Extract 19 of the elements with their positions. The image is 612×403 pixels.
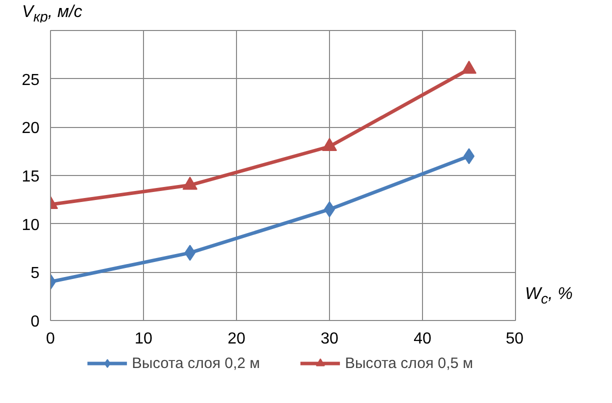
legend-label: Высота слоя 0,5 м [345, 354, 474, 372]
point [322, 138, 337, 152]
x-axis-title: W$_{с}$, % [525, 283, 573, 310]
x-tick-label: 40 [414, 330, 432, 348]
x-tick-label: 10 [134, 330, 152, 348]
y-axis-title: V$_{кр}$, м/с [22, 1, 82, 28]
y-tick-label: 20 [22, 120, 40, 138]
x-tick-label: 30 [320, 330, 338, 348]
y-tick-label: 0 [30, 314, 40, 330]
x-tick-label: 0 [46, 330, 56, 348]
y-tick-label: 10 [22, 216, 40, 234]
y-tick-label: 5 [30, 265, 40, 282]
legend-label: Высота слоя 0,2 м [132, 354, 260, 372]
y-tick-label: 25 [22, 72, 40, 89]
x-tick-label: 50 [506, 330, 524, 348]
x-tick-label: 20 [228, 330, 246, 348]
point [182, 176, 198, 190]
point [462, 60, 476, 74]
y-tick-label: 15 [22, 168, 40, 186]
